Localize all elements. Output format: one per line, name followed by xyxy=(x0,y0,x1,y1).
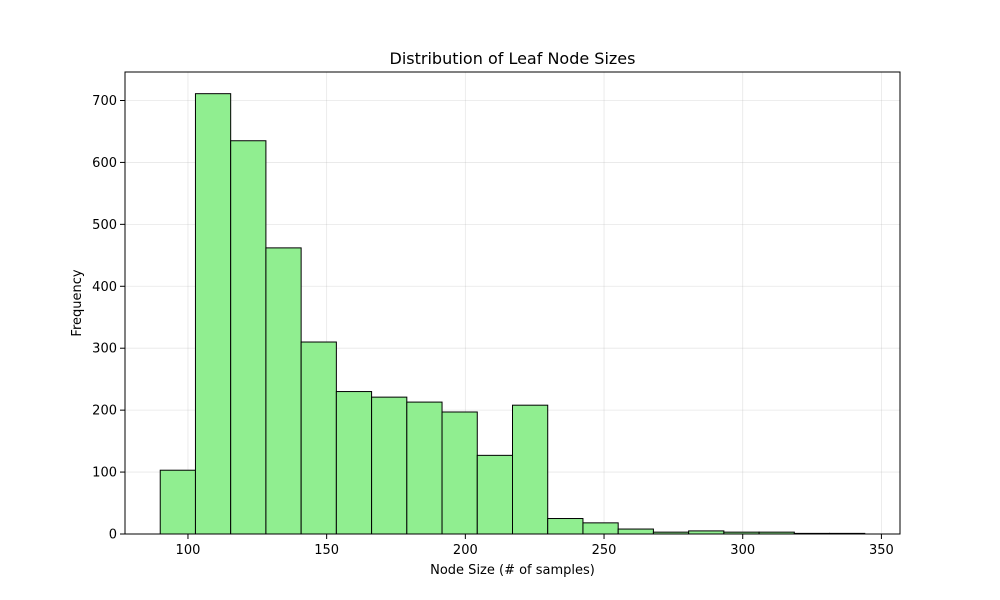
histogram-bar xyxy=(441,411,478,535)
y-tick-label: 300 xyxy=(92,342,117,357)
axis-ticks: 100 150 200 250 300 350 0 100 200 300 400 500 600 700 xyxy=(92,94,894,558)
y-tick-label: 500 xyxy=(92,218,117,233)
y-axis-label: Frequency xyxy=(70,269,85,336)
chart-title: Distribution of Leaf Node Sizes xyxy=(390,49,636,68)
y-tick-label: 100 xyxy=(92,466,117,481)
histogram-bar xyxy=(300,341,337,535)
x-tick-label: 200 xyxy=(453,543,478,558)
histogram-bar xyxy=(406,401,443,535)
y-tick-label: 600 xyxy=(92,156,117,171)
x-tick-label: 250 xyxy=(592,543,617,558)
histogram-bar xyxy=(265,247,302,535)
x-tick-label: 350 xyxy=(869,543,894,558)
x-tick-label: 150 xyxy=(314,543,339,558)
histogram-bar xyxy=(547,518,584,535)
histogram-bar xyxy=(617,528,654,535)
bars xyxy=(159,93,866,535)
y-tick-label: 400 xyxy=(92,280,117,295)
plot-frame xyxy=(124,71,901,535)
x-tick-label: 100 xyxy=(176,543,201,558)
x-axis-label: Node Size (# of samples) xyxy=(430,563,595,578)
histogram-bar xyxy=(582,522,619,535)
y-tick-label: 200 xyxy=(92,404,117,419)
y-tick-label: 0 xyxy=(109,528,117,543)
histogram-bar xyxy=(335,391,373,535)
histogram-bar xyxy=(371,396,408,535)
histogram-bar xyxy=(230,140,267,535)
histogram-bar xyxy=(159,469,196,535)
histogram-bar xyxy=(512,404,549,535)
histogram-bar xyxy=(476,454,514,535)
histogram-bar xyxy=(194,93,232,535)
y-tick-label: 700 xyxy=(92,94,117,109)
x-tick-label: 300 xyxy=(730,543,755,558)
